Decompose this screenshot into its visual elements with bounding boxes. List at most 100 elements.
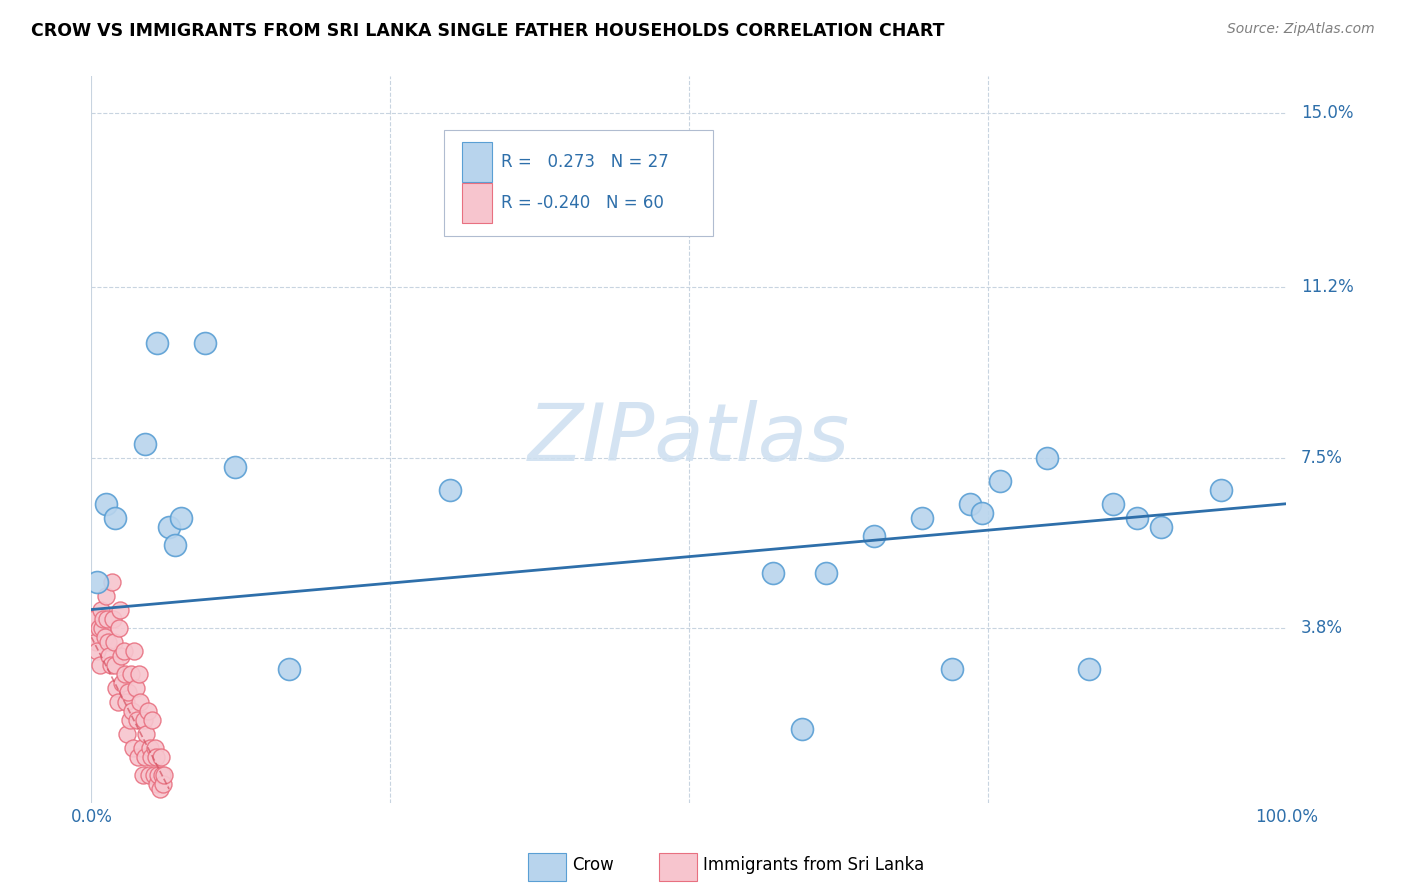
Point bbox=[148, 768, 170, 782]
Point bbox=[142, 768, 165, 782]
Point bbox=[94, 589, 117, 603]
Point bbox=[959, 497, 981, 511]
Point bbox=[89, 657, 111, 672]
Point bbox=[988, 474, 1011, 488]
Point bbox=[117, 685, 139, 699]
Point bbox=[84, 634, 107, 648]
Point bbox=[941, 662, 963, 676]
Text: 11.2%: 11.2% bbox=[1301, 278, 1354, 296]
Point bbox=[107, 695, 129, 709]
Point bbox=[97, 634, 120, 648]
Point bbox=[136, 704, 159, 718]
Point bbox=[1102, 497, 1125, 511]
Point bbox=[129, 695, 152, 709]
Point bbox=[84, 630, 107, 644]
Point bbox=[120, 667, 142, 681]
Point bbox=[118, 713, 141, 727]
Point bbox=[87, 621, 110, 635]
Point bbox=[152, 777, 174, 791]
Text: 15.0%: 15.0% bbox=[1301, 103, 1354, 121]
Text: 3.8%: 3.8% bbox=[1301, 619, 1343, 637]
Point bbox=[1209, 483, 1232, 497]
Point bbox=[100, 574, 122, 589]
Text: 7.5%: 7.5% bbox=[1301, 449, 1343, 467]
Text: CROW VS IMMIGRANTS FROM SRI LANKA SINGLE FATHER HOUSEHOLDS CORRELATION CHART: CROW VS IMMIGRANTS FROM SRI LANKA SINGLE… bbox=[31, 22, 945, 40]
Text: Crow: Crow bbox=[572, 855, 613, 873]
Point bbox=[170, 510, 193, 524]
Text: ZIPatlas: ZIPatlas bbox=[527, 401, 851, 478]
Point bbox=[86, 574, 108, 589]
Point bbox=[163, 538, 186, 552]
Point bbox=[970, 506, 993, 520]
Point bbox=[125, 713, 148, 727]
Point bbox=[94, 497, 117, 511]
Point bbox=[108, 621, 131, 635]
Point bbox=[792, 722, 814, 736]
Point bbox=[439, 483, 461, 497]
FancyBboxPatch shape bbox=[461, 183, 492, 223]
Point bbox=[1036, 450, 1059, 465]
Point bbox=[145, 749, 167, 764]
FancyBboxPatch shape bbox=[461, 142, 492, 182]
Point bbox=[91, 621, 114, 635]
Point bbox=[132, 713, 155, 727]
Point bbox=[141, 749, 162, 764]
Point bbox=[1150, 520, 1173, 534]
Text: Immigrants from Sri Lanka: Immigrants from Sri Lanka bbox=[703, 855, 925, 873]
Point bbox=[815, 566, 838, 580]
Point bbox=[157, 520, 180, 534]
FancyBboxPatch shape bbox=[659, 853, 697, 880]
Point bbox=[138, 768, 160, 782]
Point bbox=[146, 777, 169, 791]
Point bbox=[115, 695, 138, 709]
FancyBboxPatch shape bbox=[527, 853, 565, 880]
Point bbox=[104, 510, 127, 524]
Point bbox=[122, 740, 145, 755]
Point bbox=[911, 510, 934, 524]
Point bbox=[124, 681, 146, 695]
Point bbox=[153, 768, 176, 782]
Point bbox=[128, 667, 150, 681]
Point bbox=[101, 612, 124, 626]
Point bbox=[98, 648, 121, 663]
Point bbox=[224, 459, 246, 474]
Point bbox=[86, 644, 108, 658]
Point bbox=[141, 713, 163, 727]
Point bbox=[132, 768, 155, 782]
Point bbox=[110, 648, 132, 663]
Point bbox=[1126, 510, 1149, 524]
Point bbox=[121, 704, 143, 718]
Point bbox=[150, 768, 173, 782]
Point bbox=[111, 676, 134, 690]
Point bbox=[96, 612, 118, 626]
Point bbox=[127, 749, 149, 764]
Point bbox=[114, 667, 136, 681]
Point bbox=[146, 335, 169, 350]
Point bbox=[1078, 662, 1101, 676]
Text: R =   0.273   N = 27: R = 0.273 N = 27 bbox=[502, 153, 669, 170]
Point bbox=[105, 681, 128, 695]
Point bbox=[149, 749, 172, 764]
Point bbox=[103, 634, 125, 648]
Point bbox=[134, 749, 156, 764]
Point bbox=[115, 727, 138, 741]
Point bbox=[108, 602, 131, 616]
Text: Source: ZipAtlas.com: Source: ZipAtlas.com bbox=[1227, 22, 1375, 37]
Point bbox=[761, 566, 783, 580]
Point bbox=[83, 612, 105, 626]
Point bbox=[135, 727, 157, 741]
Point bbox=[100, 657, 122, 672]
Point bbox=[112, 644, 135, 658]
Point bbox=[93, 630, 115, 644]
Point bbox=[90, 602, 112, 616]
Point bbox=[863, 529, 886, 543]
Point bbox=[124, 644, 146, 658]
Point bbox=[134, 437, 156, 451]
Point bbox=[139, 740, 162, 755]
FancyBboxPatch shape bbox=[444, 130, 713, 235]
Point bbox=[143, 740, 166, 755]
Point bbox=[148, 782, 170, 797]
Point bbox=[131, 740, 153, 755]
Point bbox=[104, 657, 127, 672]
Text: R = -0.240   N = 60: R = -0.240 N = 60 bbox=[502, 194, 664, 212]
